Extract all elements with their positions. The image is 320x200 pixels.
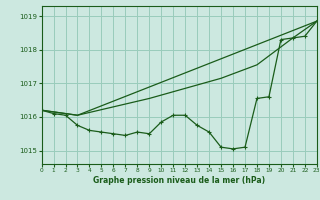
X-axis label: Graphe pression niveau de la mer (hPa): Graphe pression niveau de la mer (hPa) [93, 176, 265, 185]
